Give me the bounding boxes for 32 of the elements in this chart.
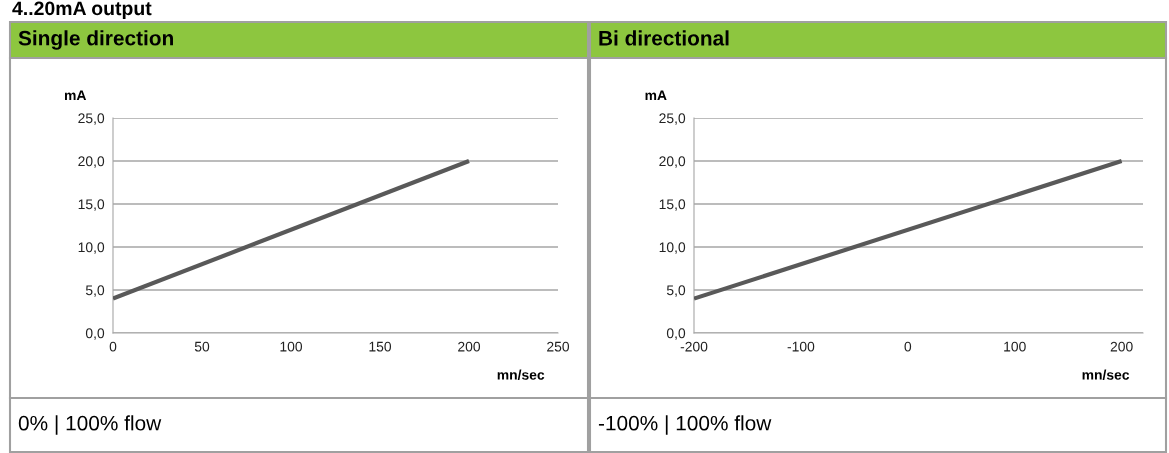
chart-title: Single direction: [18, 30, 173, 50]
y-tick-label: 20,0: [659, 156, 686, 168]
y-tick-label: 10,0: [78, 242, 105, 254]
y-tick-label: 0,0: [85, 328, 105, 340]
y-tick-label: 25,0: [659, 113, 686, 125]
chart-title: Bi directional: [599, 30, 729, 46]
x-axis-title: mn/sec: [1082, 369, 1130, 380]
text: 0% | 100% flow: [18, 415, 162, 435]
text: 4..20mA output: [12, 1, 152, 20]
text: -100% | 100% flow: [598, 415, 772, 435]
y-tick-label: 25,0: [78, 113, 105, 125]
x-tick-label: 50: [194, 341, 210, 352]
x-tick-label: 100: [280, 341, 303, 352]
y-tick-label: 5,0: [666, 285, 686, 297]
x-tick-label: 200: [1110, 341, 1133, 352]
x-tick-label: 0: [109, 341, 117, 352]
y-tick-label: 15,0: [659, 199, 686, 211]
y-tick-label: 0,0: [666, 328, 686, 340]
y-tick-label: 15,0: [78, 199, 105, 211]
x-tick-label: -100: [787, 341, 815, 352]
x-tick-label: 150: [369, 341, 392, 352]
y-tick-label: 10,0: [659, 242, 686, 254]
x-tick-label: 0: [904, 341, 912, 352]
x-axis-title: mn/sec: [497, 369, 545, 380]
y-axis-title: mA: [64, 90, 87, 101]
x-tick-label: 250: [547, 341, 570, 352]
y-tick-label: 5,0: [85, 285, 105, 297]
x-tick-label: -200: [680, 341, 708, 352]
x-tick-label: 100: [1004, 341, 1026, 352]
y-tick-label: 20,0: [78, 156, 105, 168]
y-axis-title: mA: [645, 90, 667, 101]
x-tick-label: 200: [458, 341, 481, 352]
